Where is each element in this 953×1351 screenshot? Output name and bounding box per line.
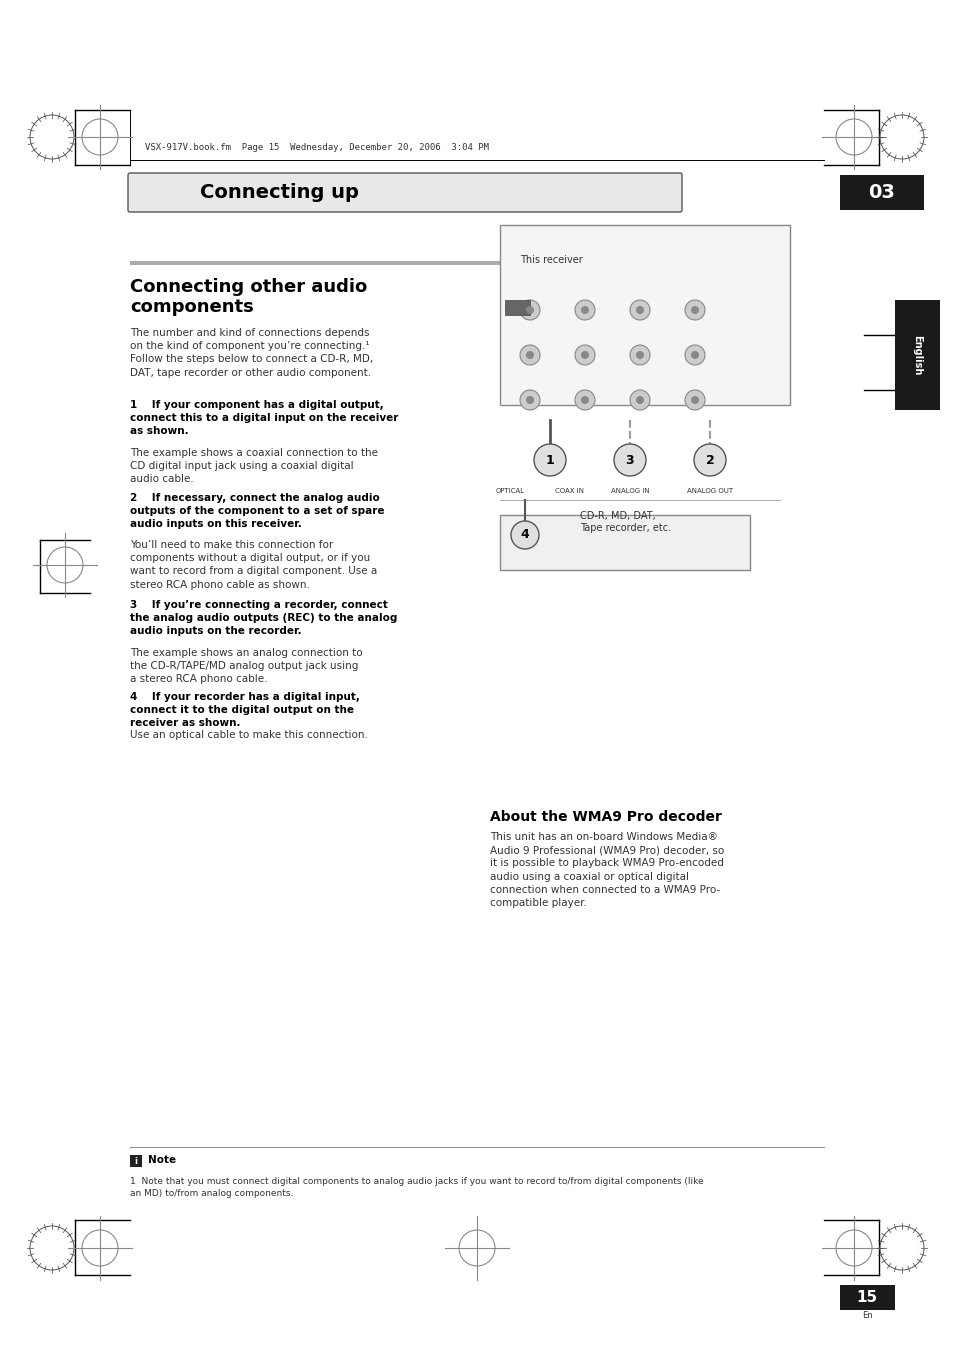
Text: 1: 1 (545, 454, 554, 466)
Text: ANALOG IN: ANALOG IN (610, 488, 649, 494)
Circle shape (525, 396, 534, 404)
Bar (840, 176, 923, 209)
Text: 1    If your component has a digital output,
connect this to a digital input on : 1 If your component has a digital output… (130, 400, 398, 436)
Text: 2    If necessary, connect the analog audio
outputs of the component to a set of: 2 If necessary, connect the analog audio… (130, 493, 384, 530)
Circle shape (693, 444, 725, 476)
Text: Use an optical cable to make this connection.: Use an optical cable to make this connec… (130, 730, 368, 740)
Text: ANALOG OUT: ANALOG OUT (686, 488, 732, 494)
Circle shape (519, 300, 539, 320)
Circle shape (636, 351, 643, 359)
Circle shape (580, 351, 588, 359)
Bar (499, 515, 749, 570)
Text: 3: 3 (625, 454, 634, 466)
Text: Connecting up: Connecting up (200, 182, 358, 201)
Text: En: En (861, 1310, 871, 1320)
Text: The number and kind of connections depends
on the kind of component you’re conne: The number and kind of connections depen… (130, 328, 373, 377)
Text: This unit has an on-board Windows Media®
Audio 9 Professional (WMA9 Pro) decoder: This unit has an on-board Windows Media®… (490, 832, 723, 908)
Circle shape (580, 396, 588, 404)
Text: 03: 03 (867, 182, 895, 201)
Text: English: English (911, 335, 921, 376)
Text: 4    If your recorder has a digital input,
connect it to the digital output on t: 4 If your recorder has a digital input, … (130, 692, 359, 728)
Circle shape (519, 390, 539, 409)
Circle shape (525, 305, 534, 313)
Text: 3    If you’re connecting a recorder, connect
the analog audio outputs (REC) to : 3 If you’re connecting a recorder, conne… (130, 600, 397, 636)
Text: components: components (130, 299, 253, 316)
Text: OPTICAL: OPTICAL (495, 488, 524, 494)
Bar (499, 226, 789, 405)
Circle shape (580, 305, 588, 313)
Text: i: i (134, 1156, 137, 1166)
Circle shape (525, 351, 534, 359)
Text: 1  Note that you must connect digital components to analog audio jacks if you wa: 1 Note that you must connect digital com… (130, 1177, 703, 1198)
Bar (130, 1155, 142, 1167)
Circle shape (519, 345, 539, 365)
Text: The example shows an analog connection to
the CD-R/TAPE/MD analog output jack us: The example shows an analog connection t… (130, 648, 362, 685)
Text: VSX-917V.book.fm  Page 15  Wednesday, December 20, 2006  3:04 PM: VSX-917V.book.fm Page 15 Wednesday, Dece… (145, 142, 489, 151)
Circle shape (614, 444, 645, 476)
Circle shape (629, 345, 649, 365)
Circle shape (575, 300, 595, 320)
Circle shape (534, 444, 565, 476)
Text: 4: 4 (520, 528, 529, 542)
Text: Note: Note (148, 1155, 176, 1165)
Circle shape (636, 396, 643, 404)
Text: COAX IN: COAX IN (555, 488, 584, 494)
Text: The example shows a coaxial connection to the
CD digital input jack using a coax: The example shows a coaxial connection t… (130, 449, 377, 485)
Circle shape (575, 390, 595, 409)
Circle shape (684, 390, 704, 409)
Text: About the WMA9 Pro decoder: About the WMA9 Pro decoder (490, 811, 721, 824)
Circle shape (690, 396, 699, 404)
Text: This receiver: This receiver (519, 255, 582, 265)
Circle shape (684, 300, 704, 320)
Text: CD-R, MD, DAT,
Tape recorder, etc.: CD-R, MD, DAT, Tape recorder, etc. (579, 511, 670, 534)
Text: Connecting other audio: Connecting other audio (130, 278, 367, 296)
Circle shape (575, 345, 595, 365)
Text: 2: 2 (705, 454, 714, 466)
Circle shape (690, 351, 699, 359)
Circle shape (629, 300, 649, 320)
Circle shape (684, 345, 704, 365)
Bar (894, 300, 939, 409)
FancyBboxPatch shape (128, 173, 681, 212)
Circle shape (690, 305, 699, 313)
Bar (840, 1285, 894, 1310)
Bar (130, 261, 679, 265)
Circle shape (629, 390, 649, 409)
Bar (504, 300, 530, 315)
Circle shape (636, 305, 643, 313)
Text: You’ll need to make this connection for
components without a digital output, or : You’ll need to make this connection for … (130, 540, 376, 589)
Circle shape (511, 521, 538, 549)
Text: 15: 15 (856, 1289, 877, 1305)
